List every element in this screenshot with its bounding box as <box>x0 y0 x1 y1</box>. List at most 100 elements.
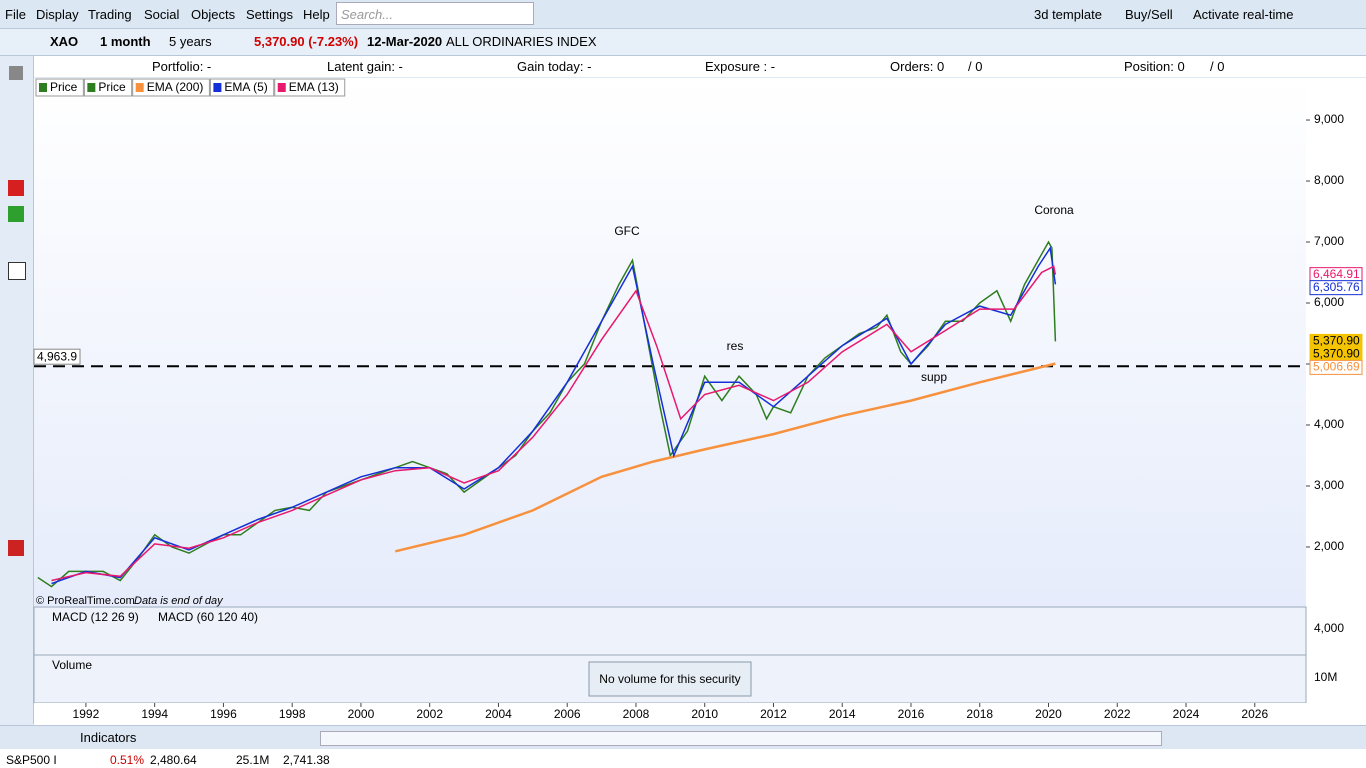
y-tick-label: 2,000 <box>1314 539 1344 553</box>
instrument-name: ALL ORDINARIES INDEX <box>446 34 597 49</box>
x-tick-label: 2006 <box>554 707 581 721</box>
indicators-button[interactable]: Indicators <box>80 730 137 745</box>
x-tick-label: 1992 <box>73 707 100 721</box>
price-tag <box>1309 359 1363 375</box>
annotation: GFC <box>614 224 640 238</box>
x-tick-label: 2024 <box>1173 707 1200 721</box>
scrollbar[interactable] <box>320 731 1162 746</box>
legend-box <box>83 78 133 97</box>
watch-name: S&P500 I <box>6 753 57 767</box>
macd-label: MACD (60 120 40) <box>158 610 258 624</box>
legend-box <box>209 78 275 97</box>
legend-item[interactable]: EMA (5) <box>209 78 275 97</box>
tool-icon[interactable] <box>9 66 23 80</box>
macd-pane <box>33 606 1307 656</box>
legend-item[interactable]: EMA (13) <box>274 78 346 97</box>
price-tag-label: 5,006.69 <box>1313 360 1360 374</box>
x-tick-label: 1994 <box>141 707 168 721</box>
price-tag <box>1309 280 1363 296</box>
copyright: © ProRealTime.com <box>36 595 135 607</box>
menu-item[interactable]: Objects <box>191 7 236 22</box>
x-tick-label: 1998 <box>279 707 306 721</box>
series-line <box>51 265 1057 582</box>
x-tick-label: 2002 <box>416 707 443 721</box>
x-tick-label: 2026 <box>1241 707 1268 721</box>
toolbar: XAO 1 month 5 years 5,370.90 (-7.23%) 12… <box>0 29 1366 56</box>
y-tick-label: 8,000 <box>1314 173 1344 187</box>
watchlist-row: S&P500 I 0.51% 2,480.64 25.1M 2,741.38 <box>0 749 1366 768</box>
menu-item[interactable]: Social <box>144 7 180 22</box>
x-tick-label: 2008 <box>623 707 650 721</box>
legend-item[interactable]: Price <box>83 78 133 97</box>
annotation: res <box>727 339 744 353</box>
x-tick-label: 2004 <box>485 707 512 721</box>
tool-icon[interactable] <box>8 206 24 222</box>
latent-gain: Latent gain: - <box>327 59 403 74</box>
ticker[interactable]: XAO <box>50 34 79 49</box>
position-total: / 0 <box>1210 59 1225 74</box>
period-select[interactable]: 1 month <box>100 34 151 49</box>
x-tick-label: 2010 <box>691 707 718 721</box>
menu-item[interactable]: Trading <box>88 7 132 22</box>
legend-box <box>35 78 84 97</box>
price-tag-label: 5,370.90 <box>1313 334 1360 348</box>
orders: Orders: 0 <box>890 59 945 74</box>
y-tick-label: 3,000 <box>1314 478 1344 492</box>
legend-swatch <box>213 83 222 92</box>
tool-icon[interactable] <box>8 180 24 196</box>
x-tick-label: 2020 <box>1035 707 1062 721</box>
bottom-toolbar: Indicators <box>0 725 1366 749</box>
price-tag-label: 5,370.90 <box>1313 347 1360 361</box>
menu-bar: File Display Trading Social Objects Sett… <box>0 0 1366 29</box>
hline-label-box <box>33 348 81 365</box>
legend-item[interactable]: EMA (200) <box>132 78 210 97</box>
legend-swatch <box>87 83 96 92</box>
legend-item[interactable]: Price <box>35 78 84 97</box>
template-button[interactable]: 3d template <box>1034 7 1102 22</box>
menu-item[interactable]: Display <box>36 7 79 22</box>
price-axis <box>1306 78 1366 725</box>
x-tick-label: 2000 <box>348 707 375 721</box>
annotation: Corona <box>1034 203 1074 217</box>
legend-box <box>274 78 346 97</box>
volume-message: No volume for this security <box>599 672 740 686</box>
watch-volume: 25.1M <box>236 753 270 767</box>
menu-item[interactable]: File <box>5 7 26 22</box>
menu-item[interactable]: Settings <box>246 7 293 22</box>
volume-tick: 10M <box>1314 670 1337 684</box>
legend-swatch <box>277 83 286 92</box>
realtime-button[interactable]: Activate real-time <box>1193 7 1294 22</box>
buy-sell-toggle[interactable]: Buy/Sell <box>1125 7 1173 22</box>
x-tick-label: 2014 <box>829 707 856 721</box>
legend-label: EMA (13) <box>289 80 339 94</box>
watch-high: 2,741.38 <box>283 753 330 767</box>
y-tick-label: 7,000 <box>1314 234 1344 248</box>
legend-label: Price <box>50 80 78 94</box>
x-tick-label: 2012 <box>760 707 787 721</box>
data-note: Data is end of day <box>134 595 224 607</box>
legend-label: EMA (5) <box>224 80 267 94</box>
macd-label: MACD (12 26 9) <box>52 610 139 624</box>
message-box <box>588 661 752 697</box>
range-select[interactable]: 5 years <box>169 34 212 49</box>
legend-label: EMA (200) <box>147 80 204 94</box>
legend-label: Price <box>98 80 126 94</box>
portfolio-bar: Portfolio: - Latent gain: - Gain today: … <box>34 56 1366 77</box>
search-box[interactable]: Search... <box>336 2 534 25</box>
x-tick-label: 2018 <box>966 707 993 721</box>
watch-change: 0.51% <box>110 753 145 767</box>
macd-tick: 4,000 <box>1314 621 1344 635</box>
price-tag-label: 6,464.91 <box>1313 267 1360 281</box>
last-price: 5,370.90 (-7.23%) <box>254 34 359 49</box>
gain-today: Gain today: - <box>517 59 592 74</box>
watch-price: 2,480.64 <box>150 753 197 767</box>
position: Position: 0 <box>1124 59 1185 74</box>
time-axis <box>34 703 1366 725</box>
last-date: 12-Mar-2020 <box>367 34 443 49</box>
tool-icon[interactable] <box>8 540 24 556</box>
x-tick-label: 2022 <box>1104 707 1131 721</box>
tool-icon[interactable] <box>8 262 26 280</box>
x-tick-label: 2016 <box>898 707 925 721</box>
menu-item[interactable]: Help <box>303 7 330 22</box>
